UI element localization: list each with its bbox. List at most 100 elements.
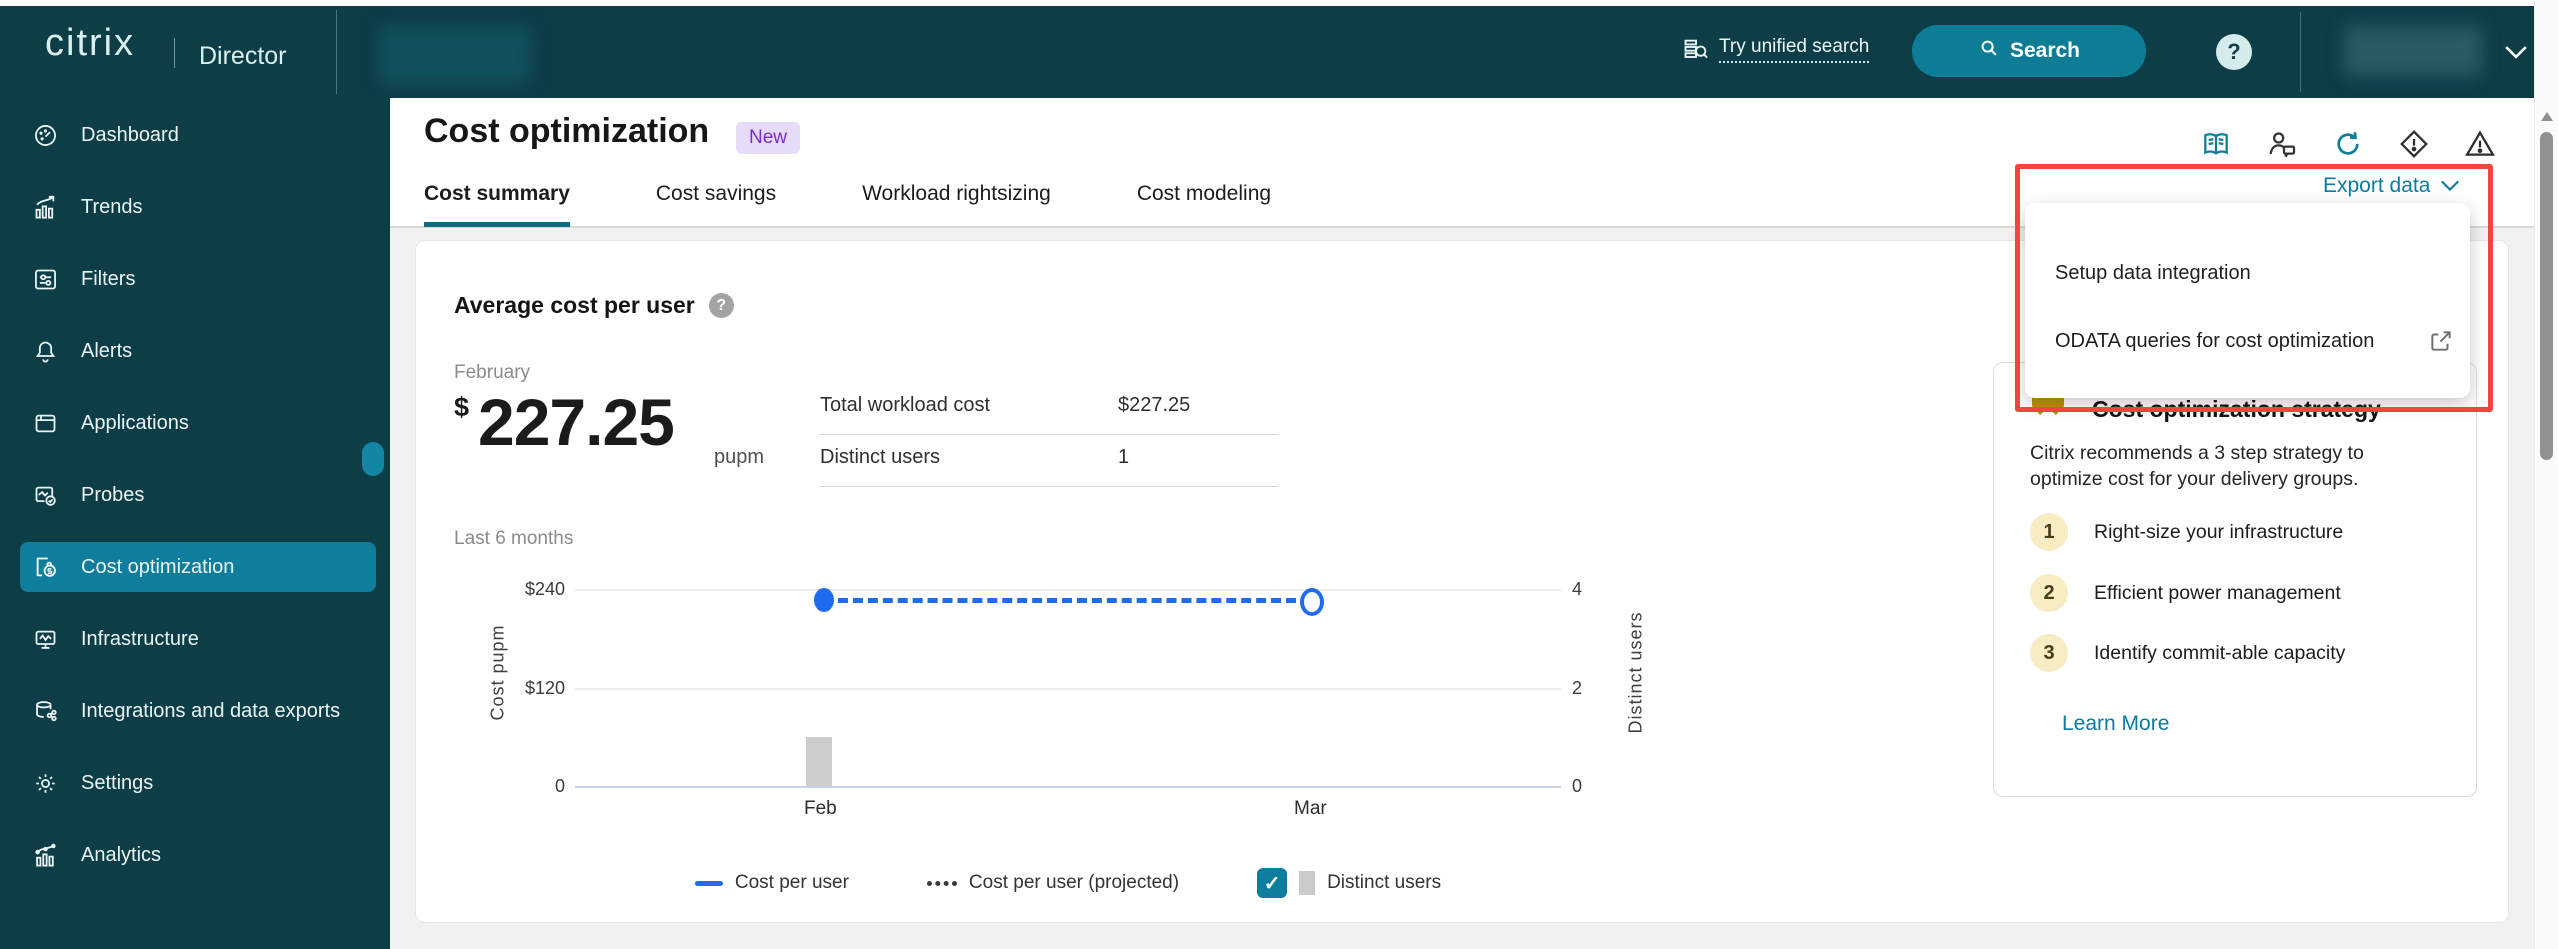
currency-symbol: $ xyxy=(454,392,470,422)
sidebar-item-label: Integrations and data exports xyxy=(81,699,341,722)
section-title-row: Average cost per user ? xyxy=(454,292,734,319)
legend-cost-per-user-projected[interactable]: Cost per user (projected) xyxy=(926,872,1179,894)
right-axis-tick: 4 xyxy=(1572,579,1583,599)
redacted-site-name xyxy=(380,26,530,84)
stat-label: Distinct users xyxy=(820,446,941,468)
stat-divider xyxy=(820,486,1278,487)
checkbox-checked[interactable]: ✓ xyxy=(1257,868,1288,898)
refresh-icon[interactable] xyxy=(2332,128,2364,160)
tab-cost-summary[interactable]: Cost summary xyxy=(424,182,570,227)
sidebar-item-integrations[interactable]: Integrations and data exports xyxy=(0,686,390,736)
search-button-label: Search xyxy=(2009,39,2081,62)
sidebar-item-cost-optimization[interactable]: Cost optimization xyxy=(20,542,376,592)
step-number-badge: 1 xyxy=(2030,513,2068,551)
sidebar-item-settings[interactable]: Settings xyxy=(0,758,390,808)
user-menu-chevron-down-icon[interactable] xyxy=(2504,44,2528,65)
export-data-button[interactable]: Export data xyxy=(2323,174,2460,198)
cost-unit-label: pupm xyxy=(714,446,765,468)
sidebar-item-label: Settings xyxy=(81,771,154,794)
try-unified-search-label[interactable]: Try unified search xyxy=(1719,36,1870,63)
cost-optimization-strategy-card xyxy=(1993,362,2477,797)
monitor-icon xyxy=(32,626,59,653)
sidebar-item-alerts[interactable]: Alerts xyxy=(0,326,390,376)
bell-icon xyxy=(32,338,59,365)
info-icon[interactable]: ? xyxy=(708,293,734,318)
menu-item-odata-queries[interactable]: ODATA queries for cost optimization xyxy=(2055,330,2375,352)
sidebar-item-label: Applications xyxy=(81,411,189,434)
diamond-alert-icon[interactable] xyxy=(2398,128,2430,160)
sidebar-nav xyxy=(0,98,390,949)
strategy-step-1: 1 Right-size your infrastructure xyxy=(2030,513,2343,551)
warning-triangle-icon[interactable] xyxy=(2464,128,2496,160)
sidebar-item-label: Trends xyxy=(81,195,143,218)
gear-icon xyxy=(32,770,59,797)
user-feedback-icon[interactable] xyxy=(2266,128,2298,160)
try-unified-search[interactable]: Try unified search xyxy=(1682,36,1870,63)
documentation-book-icon[interactable] xyxy=(2200,128,2232,160)
period-label: February xyxy=(454,362,531,383)
legend-distinct-users[interactable]: ✓ Distinct users xyxy=(1257,868,1441,898)
strategy-crown-icon xyxy=(2030,394,2066,425)
brand-divider xyxy=(174,38,175,68)
cost-per-user-point-feb[interactable] xyxy=(814,588,834,612)
sidebar-item-dashboard[interactable]: Dashboard xyxy=(0,110,390,160)
sidebar-item-label: Infrastructure xyxy=(81,627,199,650)
sidebar-item-analytics[interactable]: Analytics xyxy=(0,830,390,880)
x-axis-tick-mar: Mar xyxy=(1294,798,1327,819)
learn-more-link[interactable]: Learn More xyxy=(2062,712,2170,735)
tab-bar: Cost summary Cost savings Workload right… xyxy=(424,182,1271,227)
probes-icon xyxy=(32,482,59,509)
legend-cost-per-user[interactable]: Cost per user xyxy=(694,872,849,894)
chevron-down-icon xyxy=(2440,174,2460,198)
dotted-line-swatch xyxy=(926,880,957,886)
export-data-dropdown xyxy=(2025,203,2470,398)
menu-item-setup-data-integration[interactable]: Setup data integration xyxy=(2055,262,2251,284)
external-link-icon[interactable] xyxy=(2428,328,2454,359)
step-label: Identify commit-able capacity xyxy=(2094,641,2346,664)
stat-value: 1 xyxy=(1118,446,1130,468)
sidebar-item-label: Analytics xyxy=(81,843,162,866)
cost-per-user-value: 227.25 xyxy=(478,385,675,459)
distinct-users-bar[interactable] xyxy=(806,737,832,786)
sidebar-item-filters[interactable]: Filters xyxy=(0,254,390,304)
chart-legend: Cost per user Cost per user (projected) … xyxy=(575,868,1561,898)
page-title: Cost optimization xyxy=(424,112,710,150)
sidebar-item-label: Filters xyxy=(81,267,136,290)
tab-workload-rightsizing[interactable]: Workload rightsizing xyxy=(862,182,1051,205)
chart-subtitle: Last 6 months xyxy=(454,528,574,549)
section-title: Average cost per user xyxy=(454,292,695,318)
dashboard-icon xyxy=(32,122,59,149)
step-label: Right-size your infrastructure xyxy=(2094,520,2344,543)
scrollbar-up-arrow[interactable] xyxy=(2541,112,2553,121)
analytics-icon xyxy=(32,842,59,869)
citrix-logo: citrix xyxy=(45,22,136,64)
right-axis-title: Distinct users xyxy=(1625,611,1646,734)
page-toolbar xyxy=(2200,128,2496,160)
tabbar-divider xyxy=(390,226,2536,228)
sidebar-item-trends[interactable]: Trends xyxy=(0,182,390,232)
sidebar-item-applications[interactable]: Applications xyxy=(0,398,390,448)
right-axis-tick: 0 xyxy=(1572,776,1583,796)
sidebar-item-probes[interactable]: Probes xyxy=(0,470,390,520)
tab-cost-savings[interactable]: Cost savings xyxy=(655,182,777,205)
scrollbar-thumb[interactable] xyxy=(2540,132,2553,460)
projected-cost-dashed-line xyxy=(838,598,1296,603)
cost-per-user-projected-point-mar[interactable] xyxy=(1300,588,1324,616)
left-axis-title: Cost pupm xyxy=(487,624,508,721)
left-axis-tick: $240 xyxy=(524,579,565,599)
tab-cost-modeling[interactable]: Cost modeling xyxy=(1136,182,1272,205)
window-icon xyxy=(32,410,59,437)
help-button[interactable]: ? xyxy=(2216,34,2252,70)
search-button[interactable]: Search xyxy=(1912,25,2146,77)
sidebar-scroll-thumb[interactable] xyxy=(362,442,384,476)
stat-row-distinct-users: Distinct users 1 xyxy=(820,446,1278,469)
strategy-description: Citrix recommends a 3 step strategy to o… xyxy=(2030,442,2364,490)
export-data-label: Export data xyxy=(2323,174,2431,197)
stat-row-total-workload-cost: Total workload cost $227.25 xyxy=(820,394,1278,417)
stat-value: $227.25 xyxy=(1118,394,1191,416)
left-axis-tick: 0 xyxy=(554,776,565,796)
sidebar-item-label: Dashboard xyxy=(81,123,179,146)
sidebar-item-infrastructure[interactable]: Infrastructure xyxy=(0,614,390,664)
x-axis-tick-feb: Feb xyxy=(804,798,837,819)
